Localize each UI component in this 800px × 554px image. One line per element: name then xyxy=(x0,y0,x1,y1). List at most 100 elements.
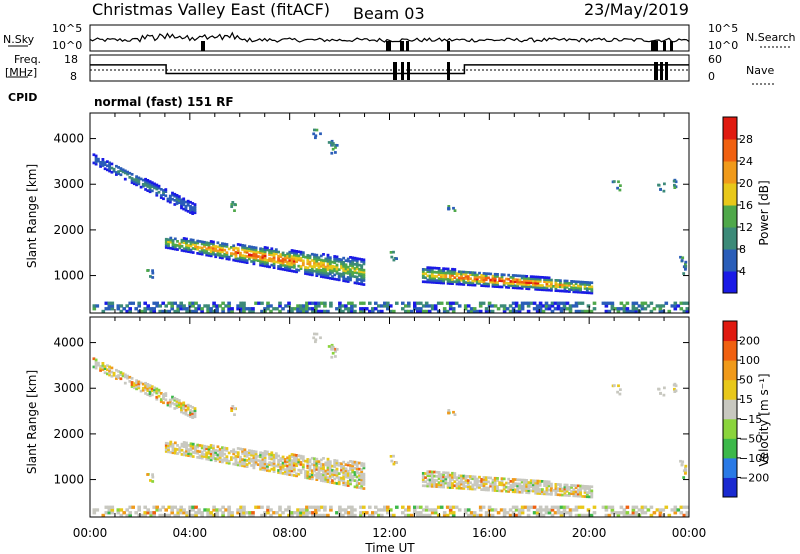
velocity-cell xyxy=(301,465,305,469)
power-cell xyxy=(358,257,361,261)
velocity-cell xyxy=(198,454,202,458)
velocity-cell xyxy=(554,489,558,492)
power-cell xyxy=(110,162,114,166)
power-cell xyxy=(137,309,141,314)
power-cell xyxy=(545,286,549,290)
velocity-cell xyxy=(314,513,318,518)
power-cell xyxy=(191,242,195,246)
power-cell xyxy=(344,265,348,269)
power-cell xyxy=(502,273,506,277)
power-cell xyxy=(554,289,558,292)
velocity-cell xyxy=(466,487,470,491)
nsky-gap-bar xyxy=(663,41,666,51)
velocity-cell xyxy=(207,458,211,461)
velocity-cell xyxy=(180,442,184,446)
velocity-cell xyxy=(661,508,666,512)
velocity-cell xyxy=(243,464,247,468)
velocity-cell xyxy=(239,464,242,467)
velocity-cell xyxy=(480,478,484,481)
velocity-cell xyxy=(259,465,262,469)
power-cell xyxy=(478,309,483,314)
velocity-cell xyxy=(556,489,560,492)
power-cell xyxy=(221,246,224,250)
power-cell xyxy=(505,281,508,285)
power-cell xyxy=(191,301,195,305)
velocity-cell xyxy=(189,442,193,446)
y-tick-label: 1000 xyxy=(53,269,84,283)
velocity-cell xyxy=(161,513,165,518)
power-cell xyxy=(180,200,183,204)
power-cell xyxy=(588,287,591,291)
power-cell xyxy=(259,247,262,251)
velocity-cell xyxy=(505,481,508,485)
velocity-cell xyxy=(310,469,314,472)
power-cell xyxy=(152,309,156,314)
velocity-cell xyxy=(457,482,461,486)
power-cell xyxy=(525,279,529,282)
power-cell xyxy=(672,179,676,183)
power-cell xyxy=(355,281,359,285)
power-cell xyxy=(150,185,154,189)
velocity-cell xyxy=(193,411,197,414)
power-cell xyxy=(288,261,292,264)
power-cell xyxy=(337,272,341,276)
velocity-cell xyxy=(344,483,348,487)
velocity-cell xyxy=(164,448,168,451)
velocity-cell xyxy=(496,477,499,480)
power-cell xyxy=(427,309,432,314)
velocity-cell xyxy=(493,487,497,490)
power-cell xyxy=(225,245,229,248)
power-cell xyxy=(550,282,553,286)
power-cell xyxy=(448,271,452,275)
power-cell xyxy=(144,184,147,187)
power-cell xyxy=(457,304,462,308)
power-cell xyxy=(625,301,630,305)
power-cell xyxy=(349,262,352,265)
power-cell xyxy=(484,276,488,280)
power-cell xyxy=(362,283,366,286)
power-cell xyxy=(305,304,309,308)
velocity-cell xyxy=(337,462,341,465)
power-cell xyxy=(544,307,549,311)
power-cell xyxy=(472,309,477,314)
power-cell xyxy=(254,250,258,254)
power-cell xyxy=(640,304,645,308)
velocity-cell xyxy=(331,347,334,351)
power-cell xyxy=(570,280,573,283)
velocity-cell xyxy=(189,452,193,456)
power-cell xyxy=(295,252,298,255)
power-cell xyxy=(435,271,439,274)
power-cell xyxy=(225,243,229,246)
velocity-cell xyxy=(314,505,318,509)
power-cell xyxy=(299,259,303,262)
velocity-cell xyxy=(266,505,270,509)
velocity-cell xyxy=(493,485,497,488)
power-cell xyxy=(471,273,475,277)
velocity-cell xyxy=(509,484,513,487)
velocity-cell xyxy=(299,454,303,458)
velocity-cell xyxy=(428,478,432,482)
power-cell xyxy=(162,193,165,196)
power-cell xyxy=(509,280,513,283)
velocity-cell xyxy=(299,508,303,512)
power-cell xyxy=(266,246,269,250)
power-cell xyxy=(342,271,346,274)
velocity-cell xyxy=(188,505,192,509)
power-cell xyxy=(223,244,227,248)
power-cell xyxy=(322,253,325,256)
power-cell xyxy=(552,285,555,288)
power-cell xyxy=(534,285,538,289)
power-cell xyxy=(119,167,123,170)
power-cell xyxy=(538,304,543,308)
velocity-cell xyxy=(433,470,436,474)
power-cell xyxy=(302,307,306,311)
velocity-cell xyxy=(185,511,189,515)
power-cell xyxy=(254,301,258,305)
power-cell xyxy=(447,207,450,211)
velocity-cell xyxy=(439,475,443,478)
velocity-cell xyxy=(347,511,351,515)
power-cell xyxy=(94,160,98,164)
power-colorbar-tick-label: 12 xyxy=(739,221,753,234)
velocity-cell xyxy=(579,484,582,488)
velocity-cell xyxy=(251,513,255,518)
